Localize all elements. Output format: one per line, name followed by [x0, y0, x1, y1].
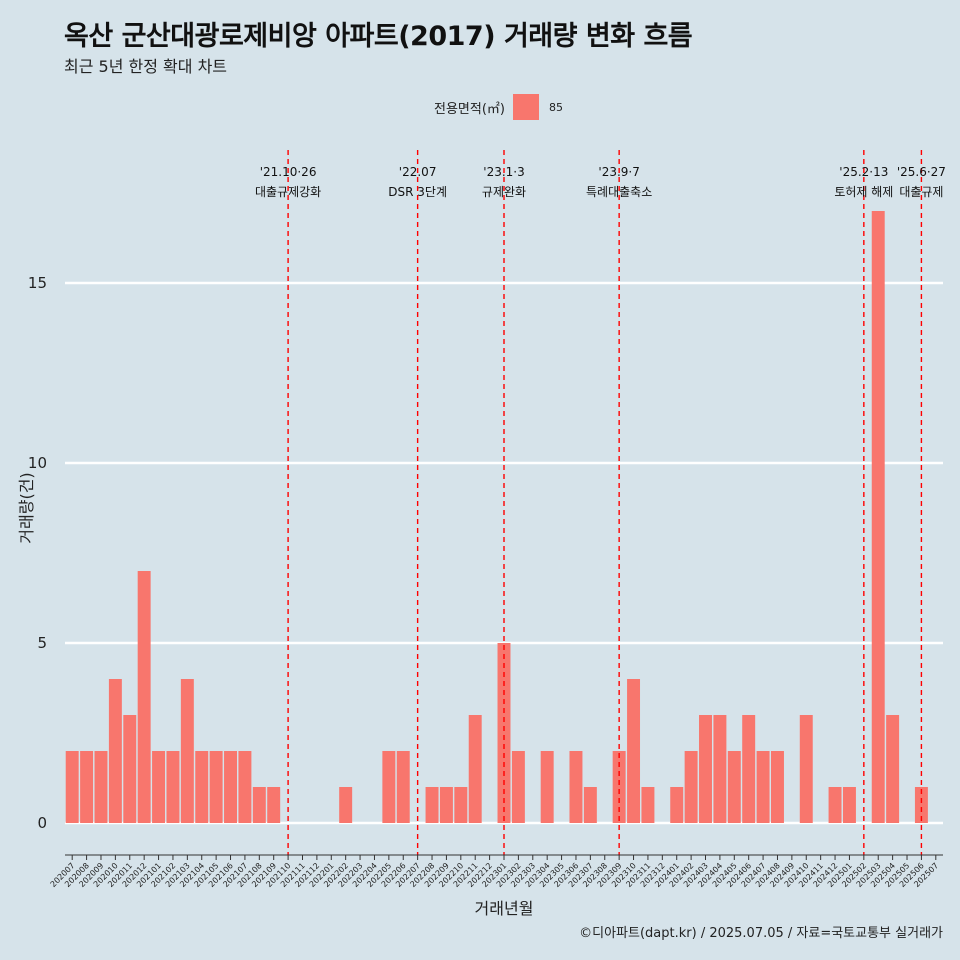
event-date: '23.1·3 [483, 165, 524, 179]
bar [123, 715, 137, 823]
bar [166, 751, 180, 823]
bar [569, 751, 583, 823]
bar [627, 679, 641, 823]
bar [94, 751, 108, 823]
bar [65, 751, 79, 823]
bar [540, 751, 554, 823]
y-tick-label: 15 [28, 274, 47, 292]
bar [396, 751, 410, 823]
bar [180, 679, 194, 823]
event-date: '21.10·26 [260, 165, 317, 179]
legend: 전용면적(㎡) 85 [434, 93, 563, 121]
y-tick-label: 0 [37, 814, 47, 832]
bar [770, 751, 784, 823]
bar [468, 715, 482, 823]
bar [871, 211, 885, 823]
bar [454, 787, 468, 823]
bar [238, 751, 252, 823]
bar [195, 751, 209, 823]
event-date: '25.2·13 [839, 165, 888, 179]
chart-caption: ©디아파트(dapt.kr) / 2025.07.05 / 자료=국토교통부 실… [579, 926, 943, 941]
legend-title: 전용면적(㎡) [434, 101, 505, 117]
bar [267, 787, 281, 823]
event-label: 대출규제강화 [255, 185, 321, 199]
event-date: '25.6·27 [897, 165, 946, 179]
y-axis-title: 거래량(건) [17, 472, 36, 543]
bar [152, 751, 166, 823]
y-tick-label: 10 [28, 454, 47, 472]
event-label: 규제완화 [482, 185, 526, 199]
legend-label: 85 [548, 100, 563, 114]
bar [742, 715, 756, 823]
event-markers: '21.10·26 대출규제강화 '22.07 DSR 3단계 '23.1·3 규제완화 '… [255, 150, 946, 855]
bar [670, 787, 684, 823]
event-label: 특례대출축소 [586, 185, 652, 199]
bar [80, 751, 94, 823]
y-tick-label: 5 [37, 634, 47, 652]
bar [252, 787, 266, 823]
bar [583, 787, 597, 823]
event-label: 대출규제 [899, 185, 943, 199]
bar [914, 787, 928, 823]
x-axis-title: 거래년월 [475, 899, 534, 918]
bar [713, 715, 727, 823]
bar [382, 751, 396, 823]
event-label: 토허제 해제 [834, 185, 893, 199]
bar [339, 787, 353, 823]
chart-title: 옥산 군산대광로제비앙 아파트(2017) 거래량 변화 흐름 [64, 21, 693, 52]
bar [842, 787, 856, 823]
bar [799, 715, 813, 823]
event-date: '23.9·7 [598, 165, 639, 179]
bar [224, 751, 238, 823]
legend-color-key [512, 94, 539, 120]
bar [828, 787, 842, 823]
bar [497, 643, 511, 823]
bar [511, 751, 525, 823]
bar [641, 787, 655, 823]
chart-subtitle: 최근 5년 한정 확대 차트 [64, 57, 228, 76]
bar [439, 787, 453, 823]
bar [612, 751, 626, 823]
event-date: '22.07 [399, 165, 437, 179]
bar [886, 715, 900, 823]
event-label: DSR 3단계 [388, 185, 447, 199]
bars [65, 211, 928, 823]
bar [684, 751, 698, 823]
bar [425, 787, 439, 823]
bar [699, 715, 712, 823]
bar [137, 571, 151, 823]
bar [727, 751, 741, 823]
bar [209, 751, 223, 823]
bar [108, 679, 122, 823]
bar [756, 751, 770, 823]
